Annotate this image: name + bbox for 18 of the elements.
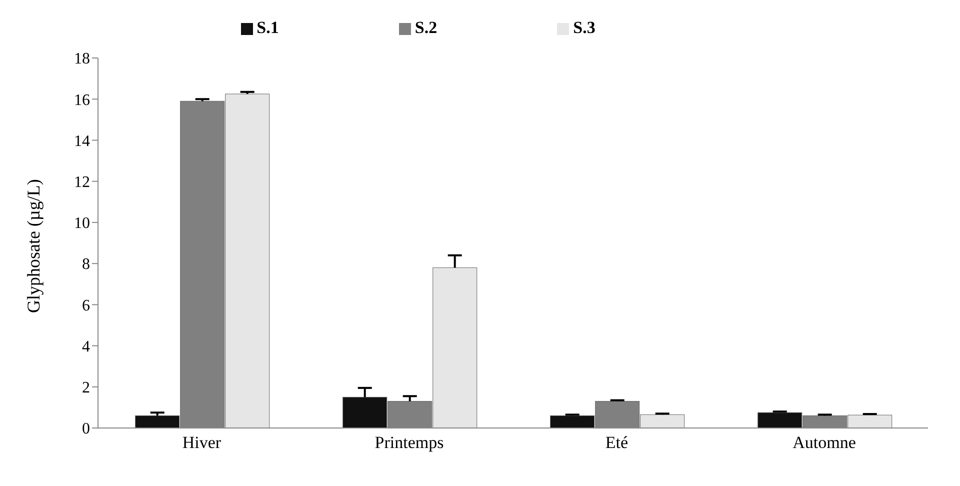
y-tick-label: 8 [82, 256, 90, 274]
y-axis-title: Glyphosate (µg/L) [23, 179, 44, 313]
y-tick-label: 12 [74, 174, 90, 192]
legend-label: S.1 [256, 18, 279, 37]
y-tick-label: 2 [82, 380, 90, 397]
y-tick-label: 10 [74, 215, 90, 232]
x-tick-label: Hiver [182, 433, 222, 452]
legend-label: S.3 [573, 18, 596, 37]
y-tick-label: 16 [74, 92, 90, 109]
y-tick-label: 6 [82, 297, 90, 314]
legend-label: S.2 [414, 18, 438, 37]
x-tick-label: Eté [605, 433, 628, 452]
y-tick-label: 18 [74, 50, 90, 68]
y-tick-label: 0 [82, 420, 90, 438]
y-tick-label: 4 [82, 338, 90, 356]
x-tick-label: Automne [792, 433, 856, 452]
x-tick-label: Printemps [374, 433, 444, 452]
y-tick-label: 14 [74, 132, 90, 150]
